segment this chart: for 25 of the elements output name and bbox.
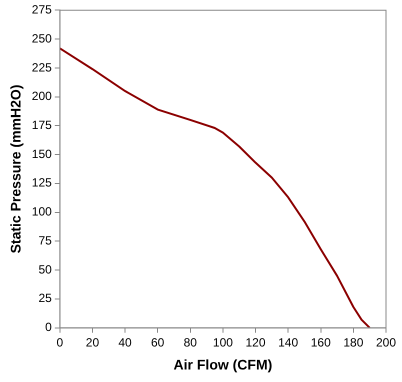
y-tick-label: 25 [38, 291, 52, 306]
x-tick-label: 120 [246, 335, 266, 350]
y-tick-label: 50 [38, 262, 52, 276]
x-axis-title: Air Flow (CFM) [174, 356, 272, 372]
y-tick-label: 175 [32, 118, 52, 132]
y-tick-label: 200 [32, 89, 52, 104]
y-tick-label: 125 [32, 176, 52, 190]
x-tick-label: 100 [212, 335, 234, 350]
y-tick-label: 275 [32, 2, 52, 17]
x-tick-label: 140 [278, 335, 298, 350]
y-axis-title: Static Pressure (mmH2O) [7, 84, 24, 254]
y-tick-label: 225 [32, 60, 52, 74]
x-tick-label: 160 [310, 335, 332, 350]
y-tick-label: 250 [32, 31, 52, 46]
x-tick-label: 40 [118, 335, 132, 350]
y-tick-label: 0 [45, 320, 52, 334]
x-tick-label: 80 [184, 335, 198, 350]
x-tick-label: 20 [86, 335, 100, 350]
y-tick-label: 100 [32, 204, 52, 219]
x-tick-label: 200 [376, 335, 396, 350]
y-tick-label: 150 [32, 146, 52, 161]
y-tick-label: 75 [38, 233, 52, 248]
x-tick-label: 180 [343, 335, 364, 350]
x-tick-label: 60 [150, 335, 165, 350]
x-tick-label: 0 [56, 335, 64, 350]
